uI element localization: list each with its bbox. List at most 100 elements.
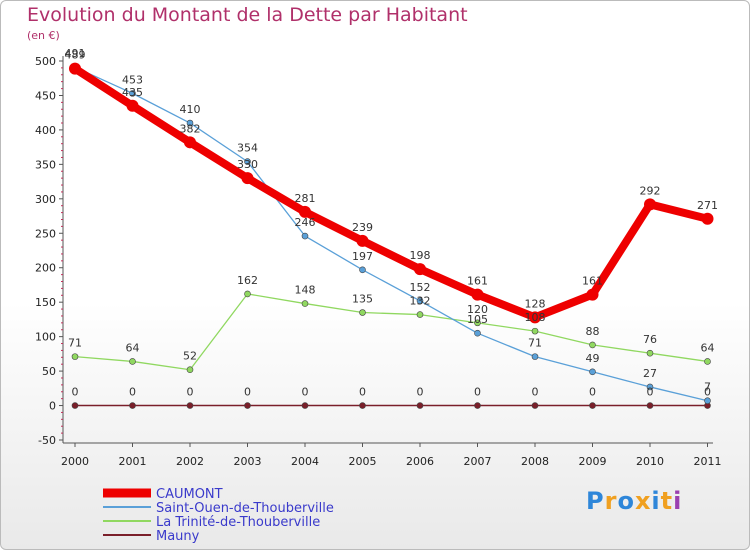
data-point-la-trinite-de-thouberville [704,358,711,365]
data-label-mauny: 0 [474,386,481,399]
data-point-mauny [646,402,654,409]
data-point-la-trinite-de-thouberville [244,290,251,298]
logo-letter: P [586,487,605,515]
data-point-caumont [299,205,311,218]
data-point-caumont [356,234,369,247]
data-label-la-trinite-de-thouberville: 52 [183,350,197,363]
data-label-mauny: 0 [129,386,136,399]
data-point-saint-ouen-de-thouberville [301,232,309,240]
data-label-mauny: 0 [72,386,79,399]
legend-label-caumont: CAUMONT [156,487,223,502]
data-label-caumont: 281 [295,192,316,205]
data-label-la-trinite-de-thouberville: 71 [68,337,82,350]
x-tick-label: 2003 [234,455,262,468]
data-point-la-trinite-de-thouberville [359,309,366,316]
y-tick-label: 500 [35,55,56,68]
data-point-mauny [71,402,79,409]
data-point-saint-ouen-de-thouberville [704,397,711,405]
data-point-la-trinite-de-thouberville [186,366,194,374]
x-tick-label: 2002 [176,455,204,468]
data-label-la-trinite-de-thouberville: 135 [352,293,373,306]
y-tick-label: 450 [35,89,56,102]
data-label-la-trinite-de-thouberville: 148 [295,284,316,297]
data-point-saint-ouen-de-thouberville [186,119,194,127]
data-point-mauny [416,402,424,409]
data-label-mauny: 0 [244,386,251,399]
legend-label-la-trinite-de-thouberville: La Trinité-de-Thouberville [156,515,320,530]
logo-letter: i [651,487,661,515]
data-label-caumont: 292 [640,184,661,197]
data-label-saint-ouen-de-thouberville: 71 [528,337,542,350]
y-tick-label: 200 [35,262,56,275]
x-tick-label: 2007 [464,455,492,468]
data-point-caumont [471,288,484,301]
data-label-mauny: 0 [704,386,711,399]
x-tick-label: 2010 [636,455,664,468]
y-tick-label: -50 [38,434,56,447]
data-point-saint-ouen-de-thouberville [646,383,654,391]
data-point-la-trinite-de-thouberville [589,341,596,349]
data-label-la-trinite-de-thouberville: 64 [126,341,140,354]
data-label-la-trinite-de-thouberville: 64 [701,341,715,354]
data-label-caumont: 161 [467,275,488,288]
y-tick-label: 400 [35,124,56,137]
data-label-caumont: 128 [525,297,546,310]
proxiti-logo: Proxiti [586,487,682,515]
data-point-mauny [474,402,481,409]
data-label-mauny: 0 [417,386,424,399]
data-label-caumont: 330 [237,158,258,171]
data-label-mauny: 0 [589,386,596,399]
data-point-la-trinite-de-thouberville [531,327,539,335]
data-label-saint-ouen-de-thouberville: 7 [704,381,711,394]
x-tick-label: 2008 [521,455,549,468]
chart-subtitle: (en €) [27,29,60,42]
data-label-la-trinite-de-thouberville: 76 [643,333,657,346]
data-label-caumont: 161 [582,275,603,288]
x-tick-label: 2000 [61,455,89,468]
x-tick-label: 2005 [349,455,377,468]
data-label-mauny: 0 [302,386,309,399]
data-label-saint-ouen-de-thouberville: 152 [410,281,431,294]
data-point-caumont [529,311,541,324]
data-point-la-trinite-de-thouberville [646,349,654,357]
data-point-caumont [701,212,714,225]
data-point-caumont [644,198,656,211]
y-tick-label: 350 [35,158,56,171]
logo-letter: i [673,487,683,515]
data-point-mauny [244,402,251,409]
data-point-mauny [186,402,194,409]
data-label-caumont: 198 [410,249,431,262]
x-tick-label: 2001 [119,455,147,468]
data-label-caumont: 489 [65,49,86,62]
data-point-la-trinite-de-thouberville [301,300,309,307]
data-label-saint-ouen-de-thouberville: 197 [352,250,373,263]
y-tick-label: 0 [49,400,56,413]
data-label-la-trinite-de-thouberville: 132 [410,295,431,308]
data-point-caumont [69,62,81,75]
logo-letter: x [634,487,652,515]
series-line-caumont [71,64,712,322]
legend-label-saint-ouen-de-thouberville: Saint-Ouen-de-Thouberville [156,501,334,516]
data-point-caumont [241,172,254,185]
y-tick-label: 300 [35,193,56,206]
y-tick-label: 150 [35,296,56,309]
data-point-saint-ouen-de-thouberville [589,368,596,376]
series-line-saint-ouen-de-thouberville [74,66,709,402]
data-point-saint-ouen-de-thouberville [474,329,481,337]
data-label-saint-ouen-de-thouberville: 246 [295,216,316,229]
data-label-saint-ouen-de-thouberville: 491 [65,47,86,60]
data-point-mauny [301,402,309,409]
data-label-la-trinite-de-thouberville: 108 [525,311,546,324]
data-label-saint-ouen-de-thouberville: 354 [237,142,258,155]
data-label-saint-ouen-de-thouberville: 453 [122,73,143,86]
x-tick-label: 2011 [694,455,722,468]
data-label-caumont: 239 [352,221,373,234]
data-label-la-trinite-de-thouberville: 162 [237,274,258,287]
data-point-saint-ouen-de-thouberville [416,297,424,305]
data-point-caumont [414,263,426,276]
y-tick-label: 250 [35,227,56,240]
series-line-la-trinite-de-thouberville [74,293,709,371]
x-tick-label: 2004 [291,455,319,468]
